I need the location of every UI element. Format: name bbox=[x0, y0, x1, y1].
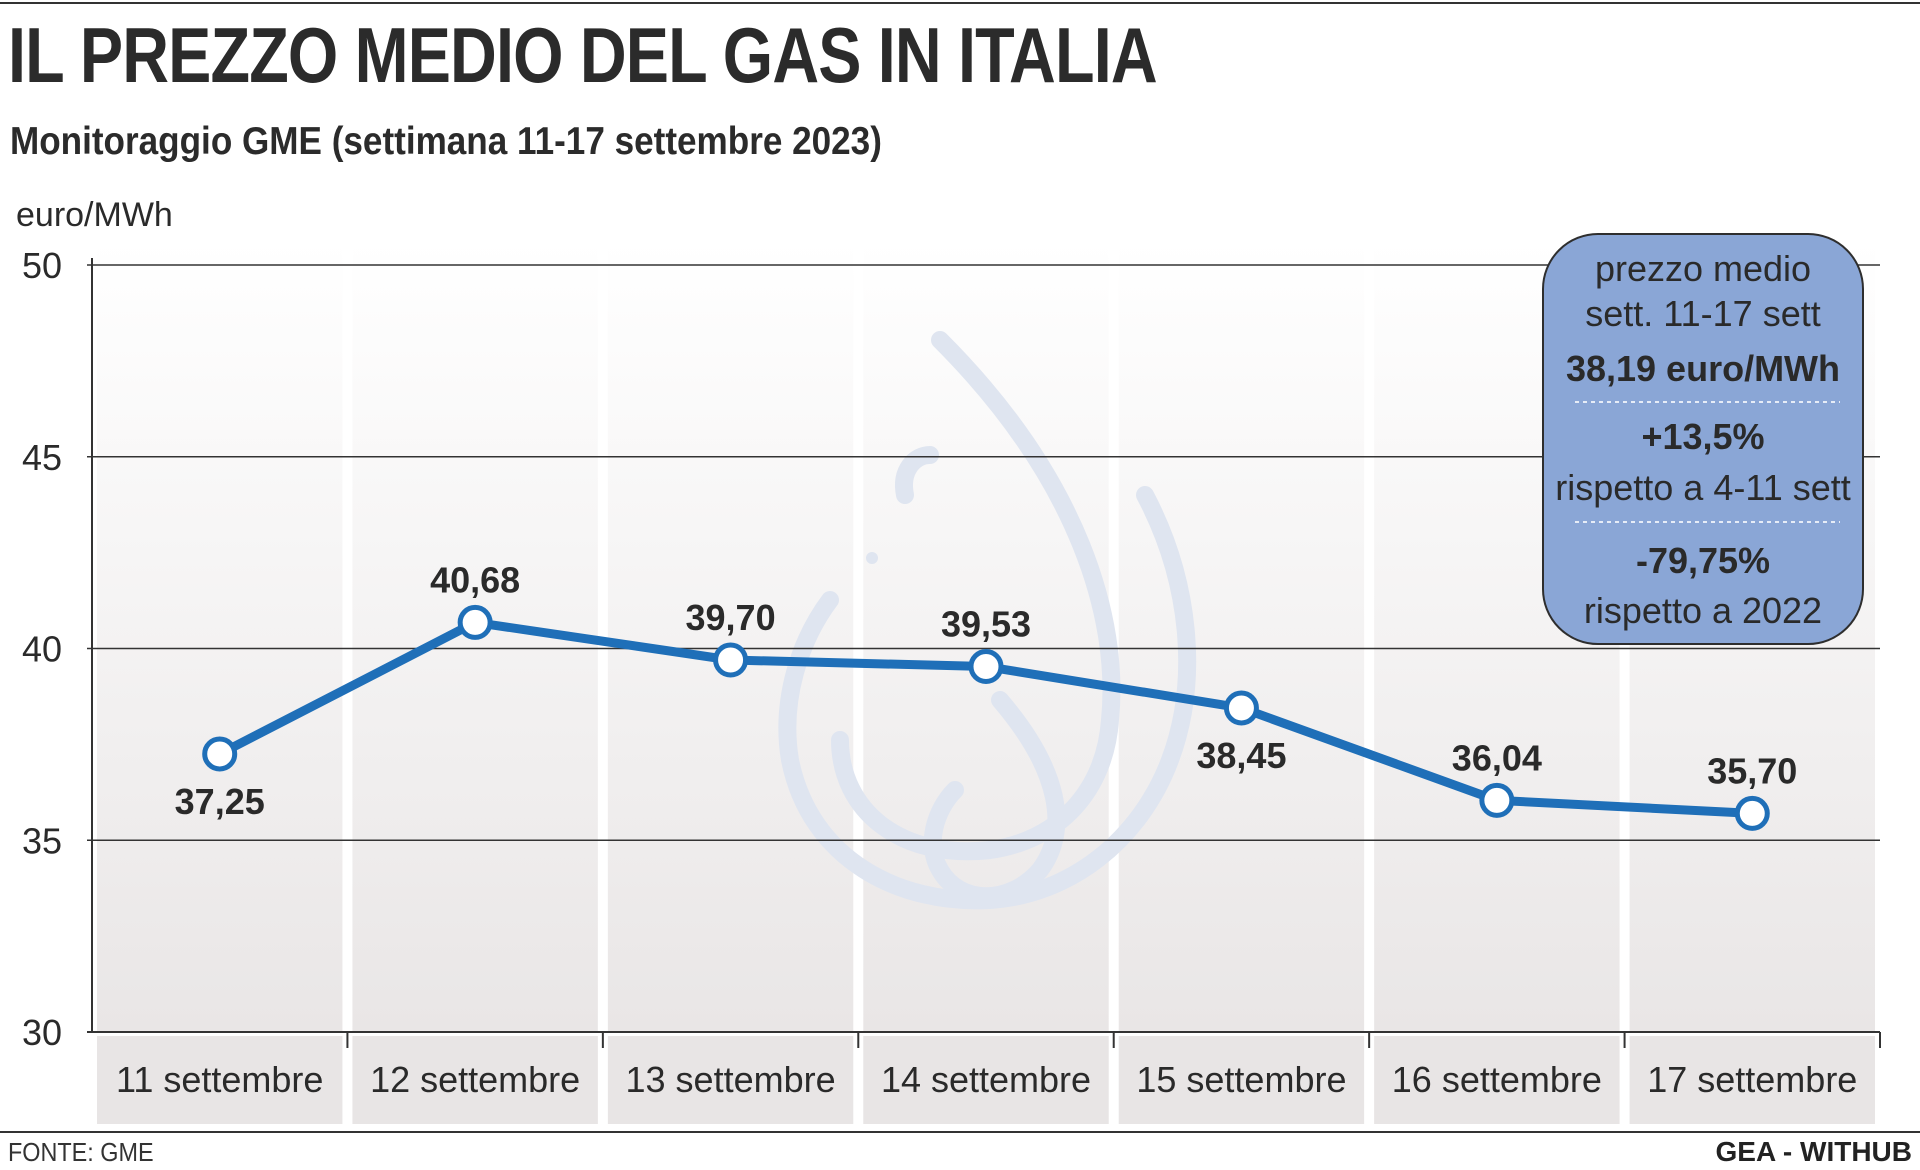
column-band bbox=[1118, 240, 1365, 1032]
info-box-average-price: 38,19 euro/MWh bbox=[1565, 348, 1841, 389]
y-tick-label: 45 bbox=[22, 437, 62, 478]
info-box-label: prezzo medio bbox=[1594, 248, 1812, 289]
y-tick-label: 30 bbox=[22, 1012, 62, 1053]
y-tick-label: 40 bbox=[22, 629, 62, 670]
x-label-band bbox=[607, 1036, 854, 1124]
chart-title: IL PREZZO MEDIO DEL GAS IN ITALIA bbox=[8, 11, 1158, 99]
column-band bbox=[97, 240, 343, 1032]
x-tick-label: 15 settembre bbox=[1136, 1059, 1346, 1100]
line-chart: 50 45 40 35 30 euro/MWh 11 settembre 12 settem… bbox=[16, 196, 1881, 1124]
x-label-band bbox=[1629, 1036, 1875, 1124]
data-label: 39,70 bbox=[686, 597, 776, 638]
data-label: 38,45 bbox=[1196, 735, 1286, 776]
x-label-band bbox=[97, 1036, 343, 1124]
data-label: 36,04 bbox=[1452, 737, 1542, 778]
data-point bbox=[457, 604, 493, 640]
y-axis-label: euro/MWh bbox=[16, 196, 173, 234]
top-rule bbox=[0, 2, 1920, 4]
source-note: FONTE: GME bbox=[8, 1137, 154, 1167]
data-label: 37,25 bbox=[175, 781, 265, 822]
data-label: 35,70 bbox=[1707, 750, 1797, 791]
y-tick-label: 50 bbox=[22, 245, 62, 286]
data-point bbox=[968, 649, 1004, 685]
info-box-weekly-change-label: rispetto a 4-11 sett bbox=[1555, 467, 1851, 508]
chart-subtitle: Monitoraggio GME (settimana 11-17 settem… bbox=[10, 120, 882, 163]
x-label-band bbox=[1374, 1036, 1620, 1124]
info-box bbox=[1542, 233, 1864, 645]
data-label: 39,53 bbox=[941, 604, 1031, 645]
data-point bbox=[1223, 690, 1259, 726]
data-label: 40,68 bbox=[430, 559, 520, 600]
info-box-weekly-change: +13,5% bbox=[1641, 416, 1765, 457]
x-tick-label: 11 settembre bbox=[116, 1059, 323, 1100]
info-box-period: sett. 11-17 sett bbox=[1585, 293, 1821, 334]
data-point bbox=[1479, 782, 1515, 818]
info-box-yearly-change-label: rispetto a 2022 bbox=[1583, 590, 1823, 631]
x-tick-label: 12 settembre bbox=[370, 1059, 580, 1100]
y-tick-label: 35 bbox=[22, 820, 62, 861]
footer-rule bbox=[0, 1131, 1920, 1133]
x-tick-label: 17 settembre bbox=[1647, 1059, 1857, 1100]
data-point bbox=[1734, 795, 1770, 831]
credit: GEA - WITHUB bbox=[1715, 1136, 1913, 1167]
x-label-band bbox=[1118, 1036, 1365, 1124]
x-tick-label: 16 settembre bbox=[1392, 1059, 1602, 1100]
data-point bbox=[202, 736, 238, 772]
x-tick-label: 14 settembre bbox=[881, 1059, 1091, 1100]
x-label-band bbox=[352, 1036, 598, 1124]
data-point bbox=[713, 642, 749, 678]
flame-icon bbox=[778, 331, 1197, 910]
x-label-band bbox=[863, 1036, 1109, 1124]
x-tick-label: 13 settembre bbox=[626, 1059, 836, 1100]
info-box-yearly-change: -79,75% bbox=[1635, 540, 1771, 581]
